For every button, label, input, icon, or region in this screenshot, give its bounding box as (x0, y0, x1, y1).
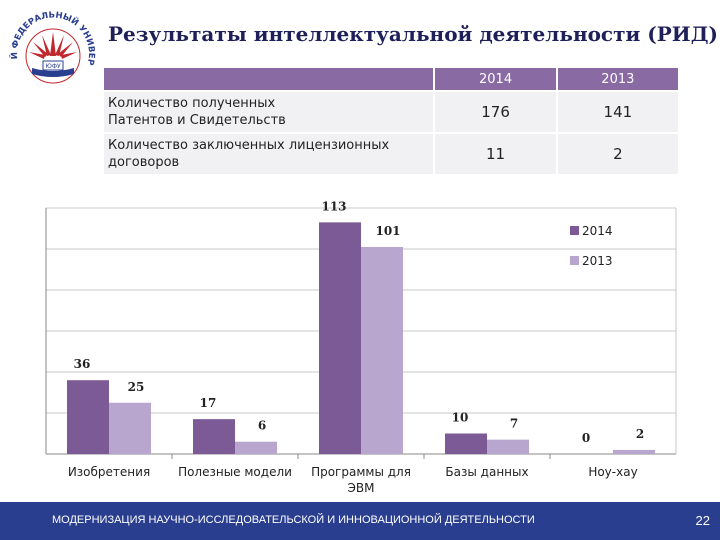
data-label: 25 (128, 380, 145, 394)
data-label: 0 (582, 431, 590, 445)
bar (445, 433, 487, 454)
bar (613, 449, 655, 454)
data-label: 113 (321, 199, 346, 213)
table-cell: 2 (556, 132, 681, 174)
bar (109, 402, 151, 454)
data-label: 101 (375, 224, 400, 238)
table-header-blank (104, 68, 436, 91)
data-label: 6 (258, 419, 266, 433)
data-label: 10 (452, 411, 469, 425)
label-line: договоров (108, 155, 180, 170)
bar (361, 246, 403, 454)
bar (67, 380, 109, 454)
table-row: Количество заключенных лицензионных догов… (104, 132, 681, 174)
bar (319, 222, 361, 454)
x-tick-label: Ноу-хау (588, 465, 637, 479)
footer-bar (0, 502, 720, 540)
table-header-row: 2014 2013 (104, 68, 681, 91)
bar-chart: 36 25 Изобретения 17 6 Полезные модели 113 101 П… (45, 199, 677, 495)
table-cell: 141 (556, 90, 681, 133)
x-tick-label: Программы для (311, 465, 411, 479)
footer-text: МОДЕРНИЗАЦИЯ НАУЧНО-ИССЛЕДОВАТЕЛЬСКОЙ И … (52, 514, 535, 526)
legend-swatch (570, 256, 579, 265)
data-label: 7 (510, 417, 518, 431)
x-tick-label: Полезные модели (178, 465, 292, 479)
x-tick-label: ЭВМ (348, 481, 375, 495)
label-line: Количество заключенных лицензионных (108, 138, 390, 153)
bar (193, 419, 235, 454)
x-tick-label: Базы данных (445, 465, 528, 479)
table-row: Количество полученных Патентов и Свидетел… (104, 90, 681, 133)
data-label: 36 (74, 357, 91, 371)
table-cell: 11 (434, 132, 558, 174)
table-row-label: Количество полученных Патентов и Свидетел… (104, 90, 436, 133)
legend-label: 2013 (582, 254, 613, 268)
university-logo: ЮФУ ЮЖНЫЙ ФЕДЕРАЛЬНЫЙ УНИВЕРСИТЕТ (4, 4, 96, 84)
data-label: 17 (200, 396, 217, 410)
page-number: 22 (695, 513, 710, 528)
x-tick-label: Изобретения (68, 465, 150, 479)
results-table: 2014 2013 Количество полученных Патентов … (104, 68, 681, 174)
label-line: Патентов и Свидетельств (108, 113, 286, 128)
table-header-2013: 2013 (556, 68, 681, 91)
label-line: Количество полученных (108, 96, 276, 111)
bar (235, 441, 277, 454)
legend-swatch (570, 226, 579, 235)
sun-rays-icon (29, 32, 77, 59)
legend-label: 2014 (582, 224, 613, 238)
table-cell: 176 (434, 90, 558, 133)
table-row-label: Количество заключенных лицензионных догов… (104, 132, 436, 174)
data-label: 2 (636, 427, 644, 441)
bar (487, 439, 529, 454)
page-title: Результаты интеллектуальной деятельности… (108, 22, 718, 46)
table-header-2014: 2014 (434, 68, 558, 91)
logo-badge: ЮФУ (45, 63, 61, 70)
